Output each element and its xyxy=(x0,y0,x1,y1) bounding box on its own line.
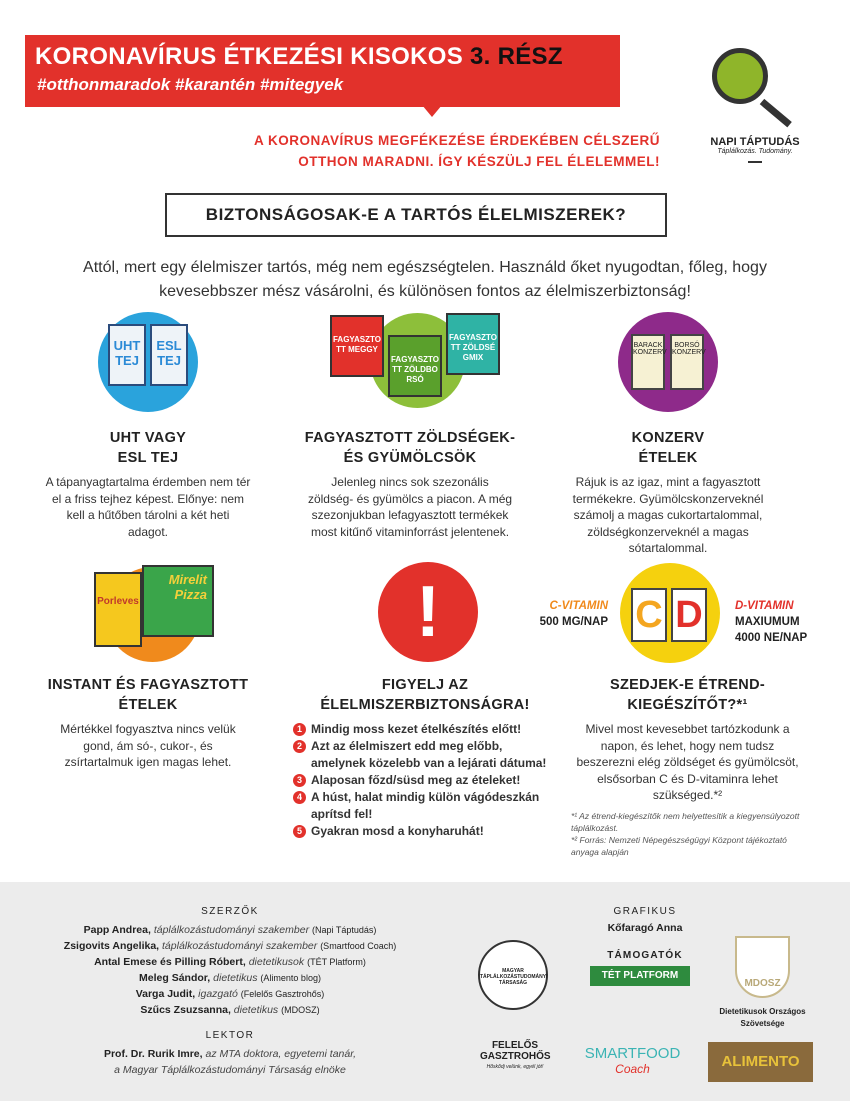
subtitle: A KORONAVÍRUS MEGFÉKEZÉSE ÉRDEKÉBEN CÉLS… xyxy=(253,133,660,169)
pizza-box: Mirelit Pizza xyxy=(142,565,214,637)
mdosz-logo: MDOSZ xyxy=(735,936,790,998)
mtt-logo: MAGYAR TÁPLÁLKOZÁSTUDOMÁNYI TÁRSASÁG xyxy=(478,940,548,1010)
mix-pack: FAGYASZTOTT ZÖLDSÉGMIX xyxy=(446,313,500,375)
section-instant: INSTANT ÉS FAGYASZTOTT ÉTELEK Mértékkel f… xyxy=(47,677,249,769)
graphic-credit: GRAFIKUS Kőfaragó Anna TÁMOGATÓK xyxy=(607,906,683,961)
felelos-gasztrohos-logo: FELELŐS GASZTROHŐS Hőskődj velünk, egyél … xyxy=(480,1040,551,1070)
banner-pointer xyxy=(422,105,442,117)
soup-pack: Porleves xyxy=(94,572,142,647)
page-title: KORONAVÍRUS ÉTKEZÉSI KISOKOS 3. RÉSZ xyxy=(35,43,563,70)
tet-platform-logo: TÉT PLATFORM xyxy=(590,966,690,986)
warning-icon: ! xyxy=(378,562,478,662)
magnifier-icon xyxy=(700,40,810,130)
section-frozen: FAGYASZTOTT ZÖLDSÉGEK- ÉS GYÜMÖLCSÖK Jele… xyxy=(304,430,516,539)
author-line: Papp Andrea, táplálkozástudományi szakem… xyxy=(83,924,377,936)
vitamin-c-dose: C-VITAMIN 500 MG/NAP xyxy=(539,600,608,628)
esl-carton: ESL TEJ xyxy=(150,324,188,386)
footnotes: *¹ Az étrend-kiegészítők nem helyettesít… xyxy=(571,810,800,857)
author-line: Zsigovits Angelika, táplálkozástudományi… xyxy=(63,940,397,952)
mdosz-caption: Dietetikusok Országos Szövetsége xyxy=(719,1007,806,1028)
vitamin-d-can: D xyxy=(671,588,707,642)
author-line: Varga Judit, igazgató (Felelős Gasztrohő… xyxy=(135,988,325,1000)
alimento-logo: ALIMENTO xyxy=(708,1042,813,1082)
milk-illustration: UHT TEJ ESL TEJ xyxy=(98,312,198,412)
question-heading: BIZTONSÁGOSAK-E A TARTÓS ÉLELMISZEREK? xyxy=(165,193,667,237)
smartfood-coach-logo: SMARTFOOD Coach xyxy=(584,1045,681,1076)
author-line: Szűcs Zsuzsanna, dietetikus (MDOSZ) xyxy=(140,1004,320,1016)
vitamin-c-can: C xyxy=(631,588,667,642)
step-item: 3 Alaposan főzd/süsd meg az ételeket! xyxy=(293,772,560,789)
cans-illustration: BARACK KONZERV BORSÓ KONZERV xyxy=(618,312,718,412)
peas-pack: FAGYASZTOTT ZÖLDBORSÓ xyxy=(388,335,442,397)
step-item: 5 Gyakran mosd a konyharuhát! xyxy=(293,823,560,840)
intro-text: Attól, mert egy élelmiszer tartós, még n… xyxy=(83,259,767,300)
author-line: Antal Emese és Pilling Róbert, dietetiku… xyxy=(94,956,366,968)
step-item: 1 Mindig moss kezet ételkészítés előtt! xyxy=(293,721,560,738)
step-item: 2 Azt az élelmiszert edd meg előbb, amely… xyxy=(293,738,560,772)
section-milk: UHT VAGY ESL TEJ A tápanyagtartalma érdem… xyxy=(45,430,251,539)
frozen-illustration: FAGYASZTOTT MEGGY FAGYASZTOTT ZÖLDBORSÓ … xyxy=(330,305,502,415)
authors-credits: SZERZŐK Papp Andrea, táplálkozástudomány… xyxy=(10,904,450,1078)
uht-carton: UHT TEJ xyxy=(108,324,146,386)
napi-taptudas-logo: NAPI TÁPTUDÁS Táplálkozás. Tudomány. xyxy=(700,40,810,163)
peach-can: BARACK KONZERV xyxy=(631,334,667,390)
hashtags: #otthonmaradok #karantén #mitegyek xyxy=(37,75,344,94)
peas-can: BORSÓ KONZERV xyxy=(670,334,706,390)
section-canned: KONZERV ÉTELEK Rájuk is az igaz, mint a f… xyxy=(572,430,764,555)
logo-tagline: Táplálkozás. Tudomány. xyxy=(717,148,793,155)
title-banner: KORONAVÍRUS ÉTKEZÉSI KISOKOS 3. RÉSZ #ot… xyxy=(25,35,620,107)
vitamin-d-dose: D-VITAMIN MAXIUMUM 4000 NE/NAP xyxy=(735,600,808,644)
section-supplements: SZEDJEK-E ÉTREND- KIEGÉSZÍTŐT?*¹ Mivel mo… xyxy=(565,675,810,858)
instant-illustration: Mirelit Pizza Porleves xyxy=(90,562,215,667)
logo-name: NAPI TÁPTUDÁS xyxy=(710,136,800,148)
section-food-safety: FIGYELJ AZ ÉLELMISZERBIZTONSÁGRA! 1 Mindig… xyxy=(290,675,560,840)
author-line: Meleg Sándor, dietetikus (Alimento blog) xyxy=(139,972,321,984)
vitamin-illustration: C D xyxy=(620,563,720,663)
cherry-pack: FAGYASZTOTT MEGGY xyxy=(330,315,384,377)
